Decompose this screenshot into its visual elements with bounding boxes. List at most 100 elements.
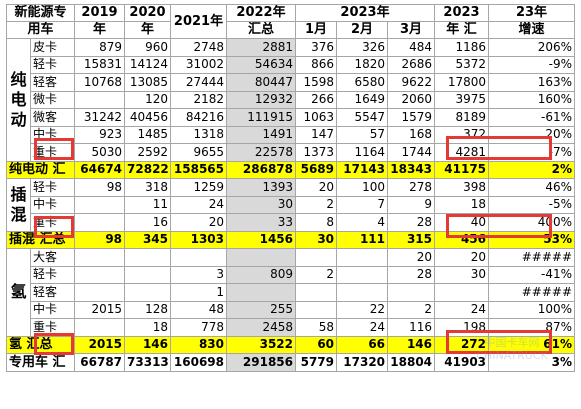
- value-cell: 9622: [387, 73, 436, 92]
- header-2021: 2021年: [170, 4, 228, 39]
- value-cell: [124, 283, 172, 302]
- value-cell: 5030: [74, 143, 126, 162]
- value-cell: 1164: [336, 143, 389, 162]
- table-row: 重卡 5030 2592 9655 22578 1373 1164 1744 4281 -7%: [7, 143, 576, 162]
- vehicle-type-label: 重卡: [29, 213, 76, 232]
- value-cell: 2060: [387, 90, 436, 109]
- value-cell: 41175: [434, 160, 490, 179]
- value-cell: 22578: [226, 143, 297, 162]
- value-cell: 8189: [434, 108, 490, 127]
- value-cell: 18: [124, 318, 172, 337]
- value-cell: 15831: [74, 55, 126, 74]
- value-cell: 778: [170, 318, 228, 337]
- value-cell: 198: [434, 318, 490, 337]
- vehicle-type-label: 皮卡: [29, 38, 76, 57]
- value-cell: 2015: [74, 335, 126, 354]
- value-cell: [295, 283, 338, 302]
- value-cell: 147: [295, 125, 338, 144]
- watermark-line1: 中国卡车网: [484, 336, 540, 349]
- header-row-2: 用车年年汇总 1月 2月 3月年 汇增速: [5, 21, 576, 39]
- value-cell: 5779: [295, 353, 338, 372]
- value-cell: 1: [170, 283, 228, 302]
- value-cell: 24: [434, 300, 490, 319]
- value-cell: 255: [226, 300, 297, 319]
- table-row: 轻客 1 #####: [7, 283, 576, 302]
- value-cell: 372: [434, 125, 490, 144]
- value-cell: 111: [336, 230, 389, 249]
- vehicle-type-label: 轻客: [29, 283, 76, 302]
- value-cell: 40: [434, 213, 490, 232]
- table-row: 中卡 923 1485 1318 1491 147 57 168 372 20%: [7, 125, 576, 144]
- growth-cell: 3%: [488, 353, 576, 372]
- value-cell: 326: [336, 38, 389, 57]
- value-cell: 12932: [226, 90, 297, 109]
- value-cell: 40456: [124, 108, 172, 127]
- growth-cell: #####: [488, 283, 576, 302]
- value-cell: 31242: [74, 108, 126, 127]
- value-cell: [336, 248, 389, 267]
- value-cell: 128: [124, 300, 172, 319]
- value-cell: 24: [170, 195, 228, 214]
- vehicle-type-label: 重卡: [29, 143, 76, 162]
- new-energy-special-vehicle-table: 新能源专 2019 2020 2021年 2022年 2023年 2023 23年 用车年年汇总…: [5, 4, 576, 372]
- value-cell: 57: [336, 125, 389, 144]
- value-cell: 160698: [170, 353, 228, 372]
- value-cell: 146: [387, 335, 436, 354]
- vehicle-type-label: 中卡: [29, 125, 76, 144]
- header-jan: 1月: [295, 21, 338, 39]
- value-cell: 11: [124, 195, 172, 214]
- value-cell: 20: [295, 178, 338, 197]
- value-cell: [336, 283, 389, 302]
- value-cell: 291856: [226, 353, 297, 372]
- value-cell: 315: [387, 230, 436, 249]
- value-cell: [295, 248, 338, 267]
- value-cell: 18804: [387, 353, 436, 372]
- value-cell: 2458: [226, 318, 297, 337]
- powertrain-category-label: 氢: [6, 248, 31, 337]
- value-cell: 8: [295, 213, 338, 232]
- value-cell: 5689: [295, 160, 338, 179]
- header-category-2: 用车: [5, 21, 76, 39]
- value-cell: 28: [387, 265, 436, 284]
- value-cell: [170, 248, 228, 267]
- header-2022: 2022年: [226, 4, 297, 22]
- vehicle-type-label: 轻卡: [29, 55, 76, 74]
- value-cell: 1649: [336, 90, 389, 109]
- watermark-line2: CHINATRUCK: [476, 349, 548, 362]
- watermark: 中国卡车网 CHINATRUCK: [453, 336, 571, 382]
- table-row: 重卡 18 778 2458 58 24 116 198 87%: [7, 318, 576, 337]
- value-cell: 266: [295, 90, 338, 109]
- value-cell: 30: [434, 265, 490, 284]
- value-cell: 1318: [170, 125, 228, 144]
- value-cell: 2182: [170, 90, 228, 109]
- table-row: 轻卡 3 809 2 28 30 -41%: [7, 265, 576, 284]
- header-category: 新能源专: [5, 4, 76, 22]
- value-cell: 48: [170, 300, 228, 319]
- value-cell: 24: [336, 318, 389, 337]
- value-cell: [226, 283, 297, 302]
- value-cell: 4: [336, 213, 389, 232]
- vehicle-type-label: 轻卡: [29, 265, 76, 284]
- header-2019-suffix: 年: [74, 21, 126, 39]
- value-cell: 879: [74, 38, 126, 57]
- table-row: 微卡 120 2182 12932 266 1649 2060 3975 160%: [7, 90, 576, 109]
- powertrain-category-label: 插 混: [6, 178, 31, 232]
- value-cell: 2748: [170, 38, 228, 57]
- growth-cell: -9%: [488, 55, 576, 74]
- value-cell: 13085: [124, 73, 172, 92]
- value-cell: 3: [170, 265, 228, 284]
- vehicle-type-label: 大客: [29, 248, 76, 267]
- value-cell: 20: [170, 213, 228, 232]
- value-cell: 923: [74, 125, 126, 144]
- value-cell: 158565: [170, 160, 228, 179]
- value-cell: 1186: [434, 38, 490, 57]
- value-cell: 1456: [226, 230, 297, 249]
- value-cell: 1491: [226, 125, 297, 144]
- value-cell: 60: [295, 335, 338, 354]
- growth-cell: 20%: [488, 125, 576, 144]
- value-cell: 17143: [336, 160, 389, 179]
- vehicle-type-label: 中卡: [29, 300, 76, 319]
- header-2020: 2020: [124, 4, 172, 22]
- header-row-1: 新能源专 2019 2020 2021年 2022年 2023年 2023 23年: [5, 4, 576, 39]
- vehicle-type-label: 重卡: [29, 318, 76, 337]
